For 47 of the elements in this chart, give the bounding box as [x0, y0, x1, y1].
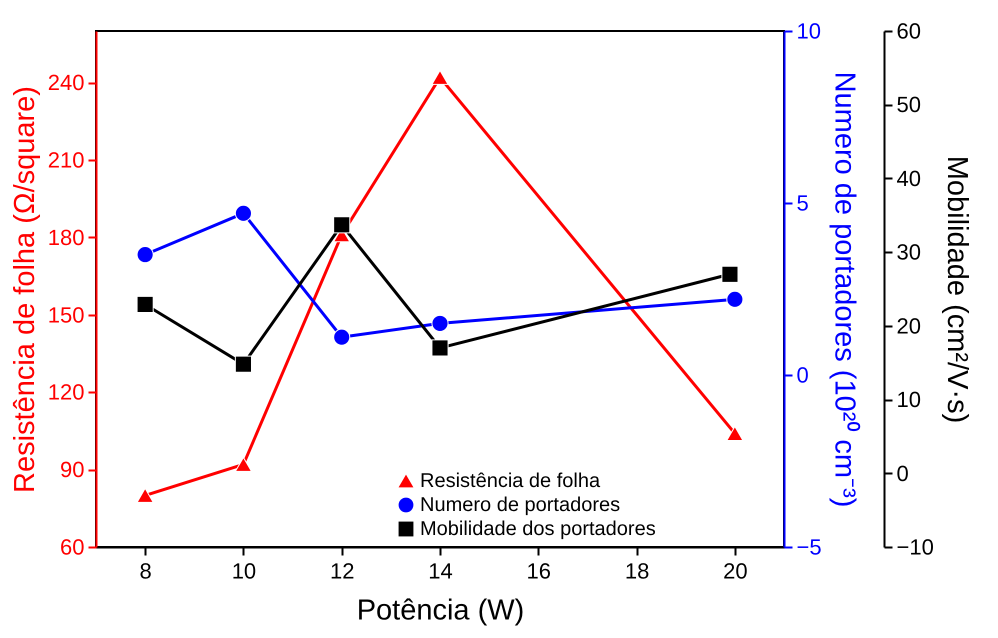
point: [431, 70, 449, 85]
point: [726, 290, 744, 308]
point: [136, 488, 154, 503]
y3-tick-label: 0: [896, 460, 909, 486]
x-tick-label: 16: [526, 558, 552, 584]
point: [721, 266, 739, 283]
y3-tick-label: 60: [896, 18, 921, 44]
y-axis-title: Resistência de folha (Ω/square): [8, 86, 41, 493]
y-tick-label: 90: [60, 457, 84, 482]
legend-label: Mobilidade dos portadores: [420, 518, 656, 540]
x-tick-label: 18: [624, 558, 650, 584]
y-tick-label: 210: [48, 148, 84, 172]
y-tick-label: 180: [48, 224, 84, 250]
point: [234, 456, 252, 472]
x-tick-label: 12: [330, 558, 354, 584]
y2-axis-title: Numero de portadores (10²⁰ cm⁻³): [828, 72, 861, 508]
point: [333, 216, 350, 234]
x-axis-title: Potência (W): [356, 594, 524, 626]
y2-tick-label: 5: [796, 190, 809, 216]
y2-tick-label: −5: [796, 534, 822, 560]
y-tick-label: 120: [48, 380, 84, 405]
point: [234, 356, 252, 373]
x-tick-label: 8: [140, 558, 152, 584]
y2-tick-label: 10: [796, 18, 821, 44]
point: [136, 246, 154, 264]
x-tick-label: 20: [723, 558, 748, 584]
y-tick-label: 60: [60, 534, 84, 560]
point: [234, 204, 252, 222]
point: [726, 426, 744, 441]
y3-tick-label: 20: [896, 313, 921, 338]
y-tick-label: 150: [48, 302, 84, 328]
point: [431, 339, 449, 357]
y3-tick-label: 10: [896, 387, 921, 412]
y3-tick-label: 50: [896, 92, 921, 118]
legend-label: Numero de portadores: [420, 494, 620, 516]
point: [333, 328, 350, 346]
y2-tick-label: 0: [796, 362, 809, 388]
y3-tick-label: 30: [896, 240, 921, 265]
legend-label: Resistência de folha: [420, 470, 601, 492]
y3-tick-label: 40: [896, 166, 921, 191]
point: [136, 296, 154, 314]
y-tick-label: 240: [48, 70, 84, 96]
y3-axis-title: Mobilidade (cm²/V·s): [940, 156, 973, 424]
point: [431, 314, 449, 332]
y3-tick-label: −10: [896, 534, 934, 560]
x-tick-label: 10: [232, 558, 256, 584]
x-tick-label: 14: [428, 558, 453, 584]
